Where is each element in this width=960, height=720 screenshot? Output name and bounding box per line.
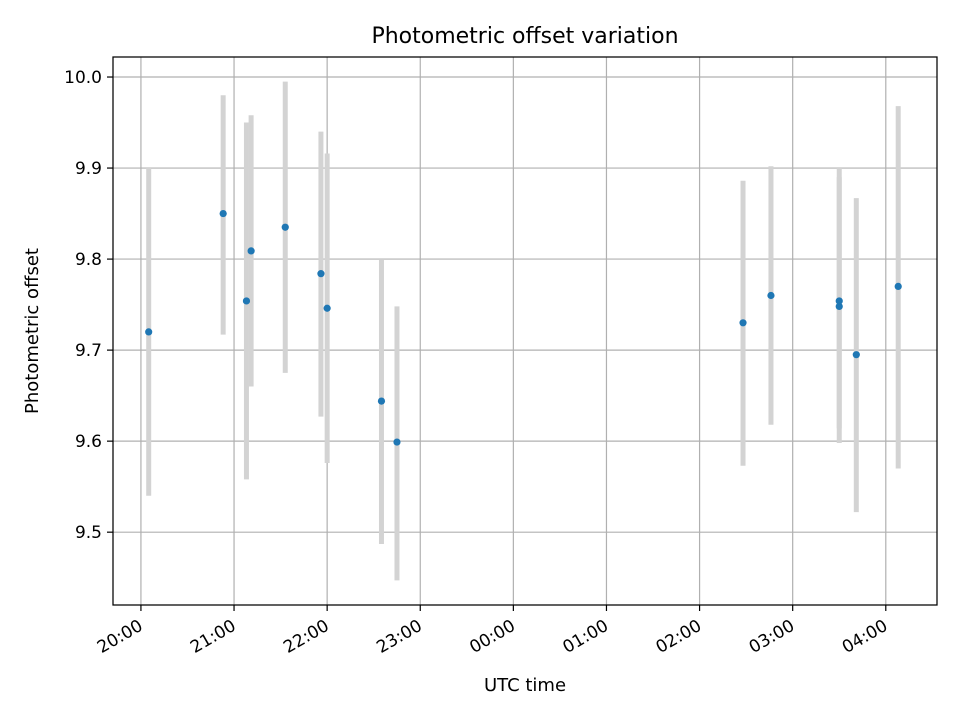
y-tick-label: 9.7 [75,341,102,361]
data-point [145,328,153,336]
x-axis-label: UTC time [484,675,566,696]
y-axis-label: Photometric offset [22,248,43,414]
data-point [377,397,386,405]
data-point [835,302,843,311]
data-point [247,247,255,255]
data-point [894,282,902,290]
y-tick-label: 9.8 [75,250,102,270]
data-point [852,351,860,359]
data-point [835,297,843,305]
data-point [767,291,775,300]
data-point [242,297,251,305]
data-points [145,209,902,446]
y-tick-label: 9.5 [75,523,102,543]
data-point [317,270,325,278]
data-point [219,209,227,218]
y-tick-label: 9.6 [75,432,102,452]
data-point [739,319,747,327]
chart-title: Photometric offset variation [371,24,678,49]
y-tick-label: 10.0 [64,68,102,88]
data-point [393,438,401,446]
data-point [281,223,289,231]
plot-frame [112,56,938,606]
data-point [323,304,331,312]
y-axis-ticks: 9.5 9.6 9.7 9.8 9.9 10.0 [64,68,113,543]
y-tick-label: 9.9 [75,159,102,179]
